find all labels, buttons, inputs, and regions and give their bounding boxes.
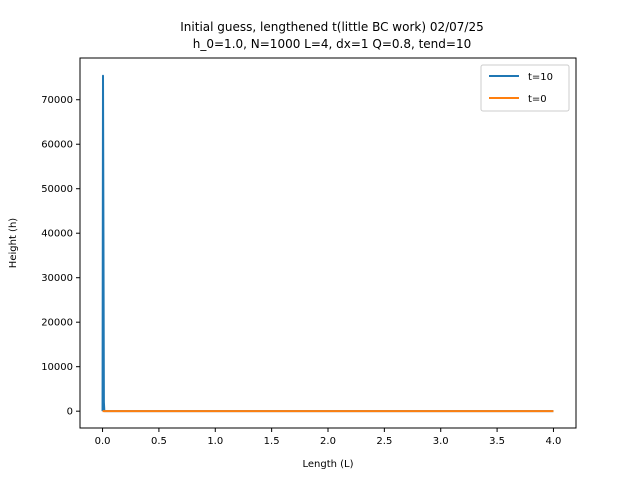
x-tick-label: 3.5 — [489, 436, 505, 447]
y-tick-label: 30000 — [41, 273, 73, 284]
y-axis-label: Height (h) — [8, 218, 19, 268]
y-tick-label: 0 — [67, 407, 73, 418]
x-tick-label: 4.0 — [546, 436, 562, 447]
legend-box — [480, 64, 570, 112]
y-tick-label: 40000 — [41, 229, 73, 240]
y-tick-label: 60000 — [41, 140, 73, 151]
chart-subtitle: h_0=1.0, N=1000 L=4, dx=1 Q=0.8, tend=10 — [193, 37, 471, 51]
x-tick-label: 2.5 — [376, 436, 392, 447]
y-tick-label: 10000 — [41, 362, 73, 373]
y-tick-label: 20000 — [41, 318, 73, 329]
y-axis: 0 10000 20000 30000 40000 50000 60000 70000 — [41, 95, 80, 418]
legend-label-t0: t=0 — [528, 94, 547, 105]
x-axis: 0.0 0.5 1.0 1.5 2.0 2.5 3.0 3.5 4.0 — [95, 428, 562, 447]
x-tick-label: 0.0 — [95, 436, 111, 447]
x-tick-label: 1.0 — [207, 436, 223, 447]
legend-label-t10: t=10 — [528, 72, 553, 83]
x-tick-label: 3.0 — [433, 436, 449, 447]
legend: t=10 t=0 — [480, 64, 570, 112]
y-tick-label: 50000 — [41, 184, 73, 195]
series-layer — [101, 74, 554, 413]
x-tick-label: 2.0 — [320, 436, 336, 447]
chart-title: Initial guess, lengthened t(little BC wo… — [180, 20, 483, 34]
y-tick-label: 70000 — [41, 95, 73, 106]
x-axis-label: Length (L) — [302, 459, 353, 470]
x-tick-label: 0.5 — [151, 436, 167, 447]
x-tick-label: 1.5 — [264, 436, 280, 447]
